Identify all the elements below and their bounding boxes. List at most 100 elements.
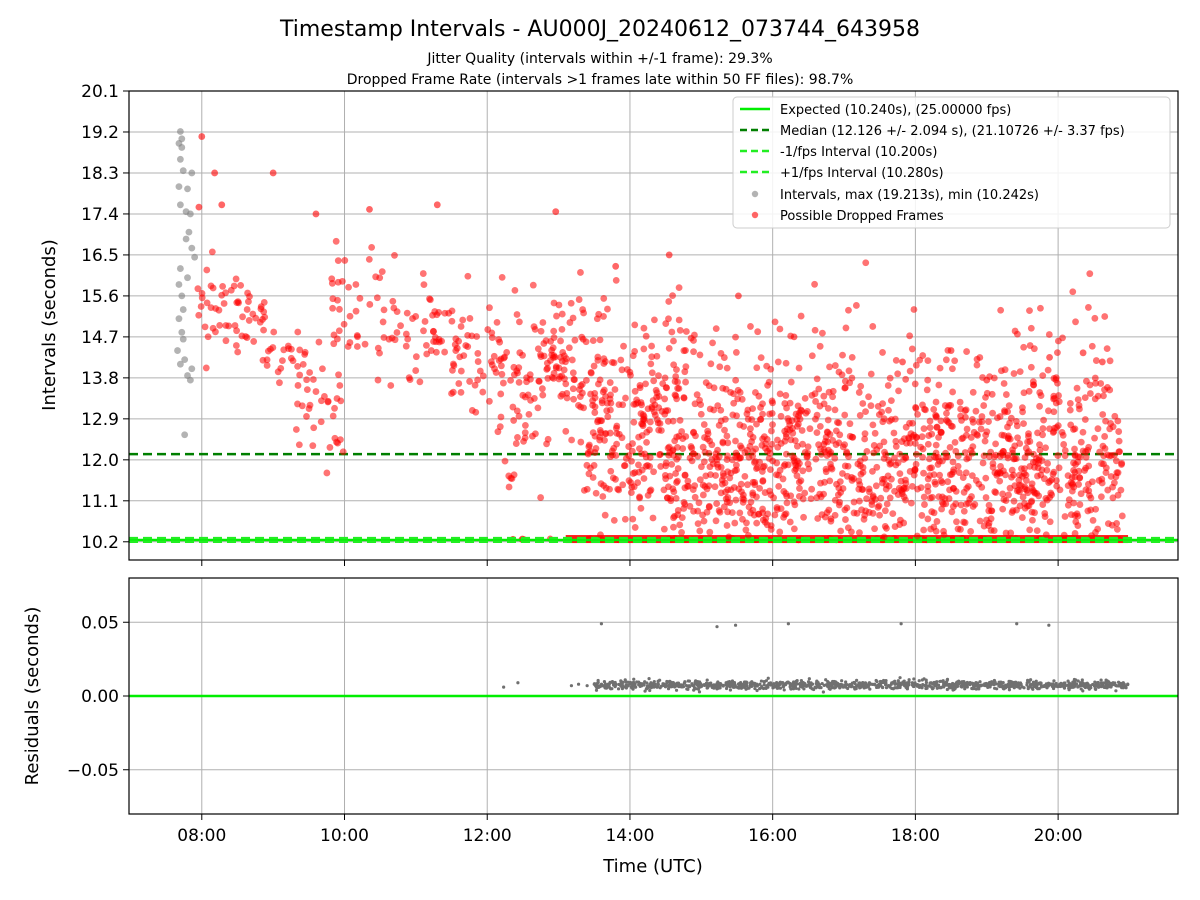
dropped-frame-point	[876, 442, 884, 450]
dropped-frame-point	[719, 439, 727, 447]
dropped-frame-point	[799, 440, 806, 448]
dropped-frame-point	[744, 531, 752, 539]
dropped-frame-point	[869, 493, 877, 501]
dropped-frame-point	[1071, 512, 1079, 519]
residual-point	[1080, 680, 1084, 685]
dropped-frame-point	[476, 367, 484, 375]
dropped-frame-point	[1053, 477, 1060, 484]
dropped-frame-point	[631, 387, 639, 395]
residual-point	[611, 682, 616, 686]
residual-point	[1015, 622, 1019, 626]
dropped-frame-point	[861, 430, 869, 437]
dropped-frame-point	[515, 412, 523, 420]
dropped-frame-point	[215, 306, 223, 314]
dropped-frame-point	[195, 203, 203, 211]
dropped-frame-point	[1104, 383, 1111, 391]
residual-point	[599, 622, 604, 626]
dropped-frame-point	[535, 377, 543, 385]
dropped-frame-point	[429, 311, 436, 319]
residual-point	[1094, 687, 1098, 691]
dropped-frame-point	[963, 348, 971, 355]
residual-point	[639, 684, 644, 688]
dropped-frame-point	[768, 427, 775, 435]
dropped-frame-point	[913, 434, 921, 442]
dropped-frame-point	[1010, 471, 1017, 479]
intervals-y-tick-label: 12.9	[81, 410, 119, 430]
residual-point	[778, 686, 782, 690]
dropped-frame-point	[328, 275, 336, 283]
dropped-frame-point	[246, 293, 253, 300]
residual-point	[652, 685, 656, 689]
dropped-frame-point	[270, 328, 278, 336]
dropped-frame-point	[686, 502, 694, 510]
residual-point	[596, 680, 600, 684]
dropped-frame-point	[763, 435, 771, 443]
dropped-frame-point	[906, 419, 913, 427]
dropped-frame-point	[1113, 469, 1121, 477]
dropped-frame-point	[277, 364, 285, 372]
dropped-frame-point	[703, 508, 711, 516]
dropped-frame-point	[433, 201, 441, 209]
residual-point	[955, 682, 959, 686]
dropped-frame-point	[958, 435, 966, 443]
dropped-frame-point	[936, 364, 944, 372]
dropped-frame-point	[884, 472, 892, 480]
dropped-frame-point	[831, 511, 839, 519]
dropped-frame-point	[233, 327, 240, 335]
dropped-frame-point	[793, 472, 801, 480]
dropped-frame-point	[874, 402, 882, 410]
dropped-frame-point	[676, 521, 684, 529]
dropped-frame-point	[1053, 424, 1061, 431]
residual-point	[1081, 689, 1085, 693]
dropped-frame-point	[856, 529, 863, 537]
dropped-frame-point	[947, 401, 955, 409]
dropped-frame-point	[951, 357, 959, 365]
residual-point	[1001, 681, 1005, 685]
dropped-frame-point	[980, 522, 988, 530]
dropped-frame-point	[600, 355, 608, 363]
dropped-frame-point	[529, 281, 537, 289]
dropped-frame-point	[682, 378, 689, 386]
dropped-frame-point	[516, 318, 523, 326]
dropped-frame-point	[393, 308, 401, 316]
dropped-frame-point	[427, 347, 435, 354]
dropped-frame-point	[892, 443, 900, 450]
dropped-frame-point	[933, 518, 941, 525]
dropped-frame-point	[754, 328, 762, 336]
dropped-frame-point	[222, 337, 230, 345]
dropped-frame-point	[857, 382, 865, 390]
dropped-frame-point	[857, 470, 865, 478]
dropped-frame-point	[631, 321, 639, 329]
dropped-frame-point	[875, 502, 883, 510]
dropped-frame-point	[1118, 512, 1126, 520]
dropped-frame-point	[648, 342, 655, 350]
dropped-frame-point	[1045, 407, 1052, 415]
dropped-frame-point	[510, 371, 518, 379]
dropped-frame-point	[835, 501, 843, 509]
dropped-frame-point	[389, 297, 397, 305]
dropped-frame-point	[1009, 507, 1017, 514]
dropped-frame-point	[896, 450, 904, 458]
residual-point	[1097, 683, 1101, 687]
dropped-frame-point	[531, 325, 539, 333]
dropped-frame-point	[1029, 378, 1037, 386]
dropped-frame-point	[344, 343, 352, 350]
residual-point	[1080, 678, 1084, 682]
interval-point	[179, 335, 187, 343]
dropped-frame-point	[741, 449, 749, 457]
dropped-frame-point	[618, 434, 626, 442]
dropped-frame-point	[1085, 462, 1093, 470]
dropped-frame-point	[960, 507, 968, 515]
dropped-frame-point	[1061, 452, 1069, 460]
dropped-frame-point	[765, 378, 773, 386]
dropped-frame-point	[1020, 465, 1028, 473]
interval-point	[186, 376, 194, 384]
dropped-frame-point	[1016, 471, 1024, 479]
dropped-frame-point	[589, 337, 597, 345]
dropped-frame-point	[1082, 486, 1090, 494]
dropped-frame-point	[239, 313, 246, 321]
dropped-frame-point	[831, 496, 839, 504]
dropped-frame-point	[597, 531, 604, 539]
dropped-frame-point	[724, 486, 732, 494]
dropped-frame-point	[566, 319, 574, 326]
